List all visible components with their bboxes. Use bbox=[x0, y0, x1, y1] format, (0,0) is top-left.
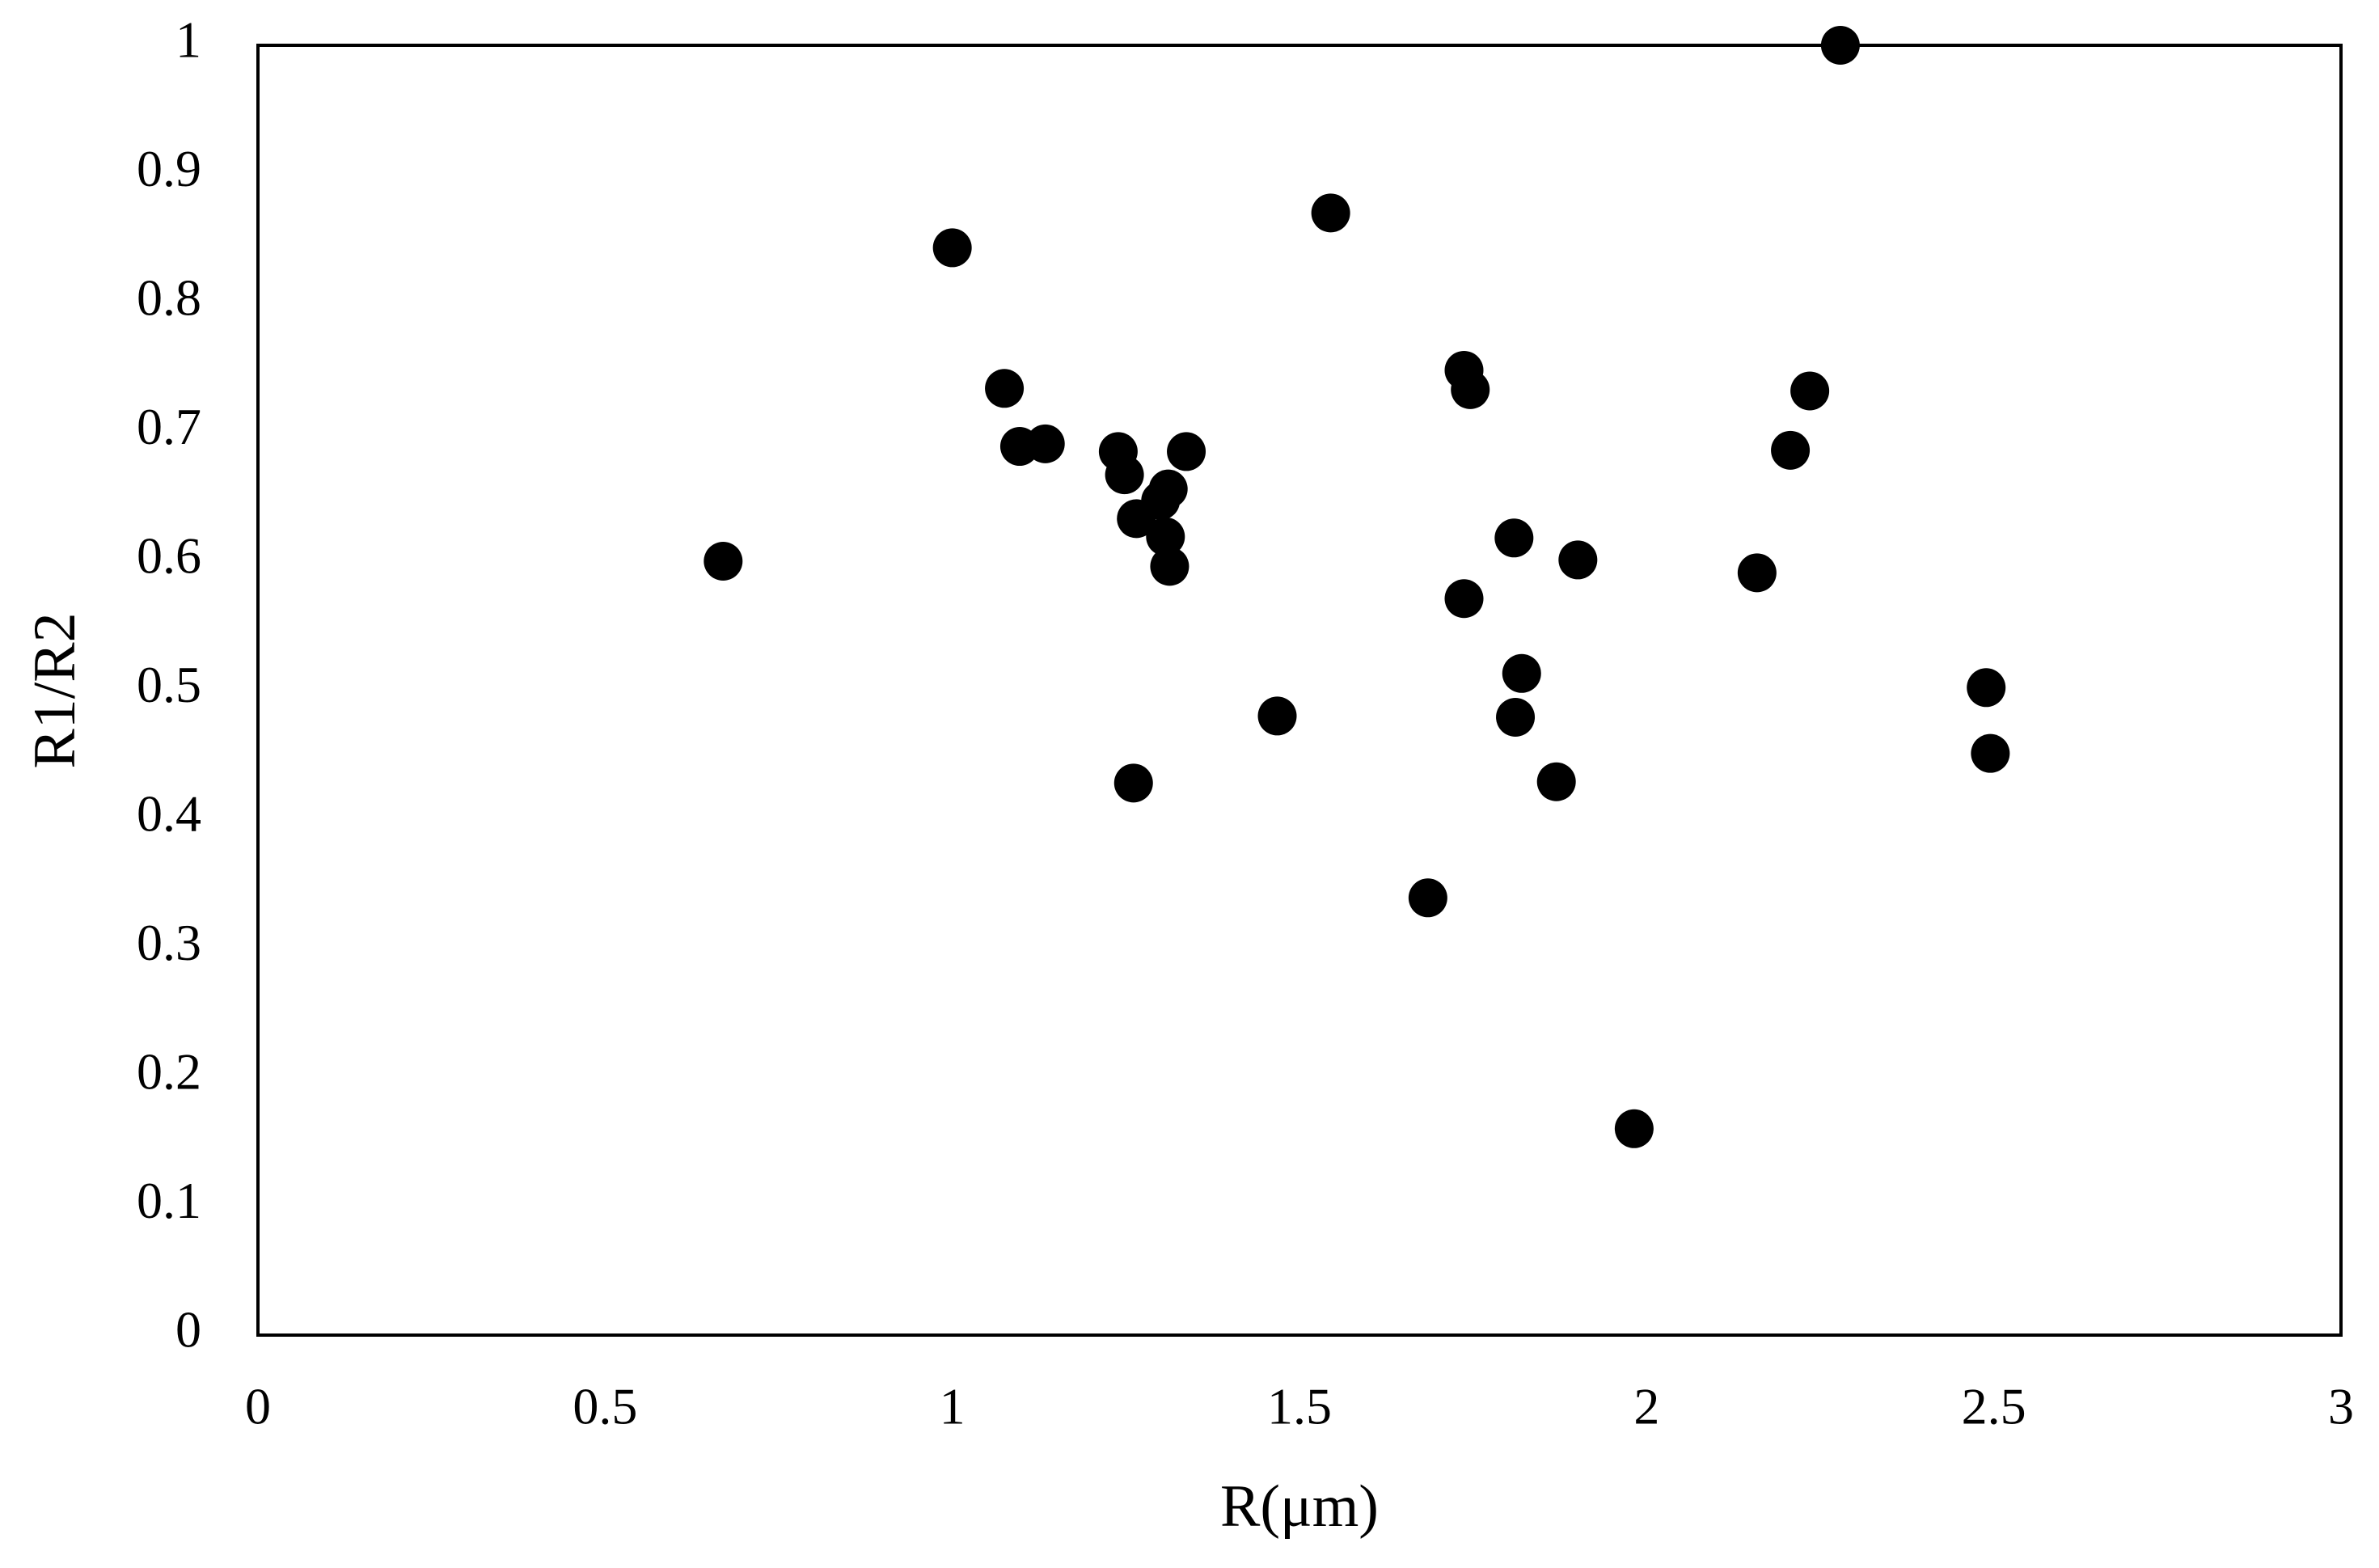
point bbox=[1150, 547, 1190, 586]
point bbox=[1494, 518, 1534, 558]
point bbox=[1967, 668, 2006, 708]
point bbox=[1771, 430, 1811, 470]
y-tick-label: 0.5 bbox=[137, 656, 201, 713]
y-axis-title: R1/R2 bbox=[22, 612, 88, 768]
point bbox=[1971, 733, 2010, 773]
point bbox=[704, 542, 743, 581]
point bbox=[1790, 371, 1830, 411]
x-axis-title: R(μm) bbox=[1220, 1473, 1379, 1540]
y-tick-label: 0.3 bbox=[137, 914, 201, 971]
point bbox=[1737, 553, 1777, 593]
point bbox=[1148, 469, 1188, 509]
point bbox=[1113, 763, 1153, 803]
point bbox=[985, 369, 1025, 408]
y-tick-label: 0.7 bbox=[137, 398, 201, 455]
point bbox=[1451, 370, 1490, 409]
x-tick-label: 2.5 bbox=[1962, 1378, 2026, 1435]
x-tick-label: 0.5 bbox=[573, 1378, 637, 1435]
point bbox=[1444, 579, 1484, 619]
x-tick-label: 1 bbox=[940, 1378, 966, 1435]
x-tick-label: 3 bbox=[2328, 1378, 2354, 1435]
point bbox=[1408, 878, 1447, 918]
y-tick-label: 0.4 bbox=[137, 785, 201, 843]
point bbox=[1496, 697, 1536, 737]
point bbox=[1311, 193, 1350, 233]
y-tick-label: 1 bbox=[175, 11, 201, 69]
x-tick-label: 2 bbox=[1633, 1378, 1659, 1435]
x-tick-label: 1.5 bbox=[1267, 1378, 1332, 1435]
point bbox=[1025, 424, 1065, 463]
y-tick-label: 0.2 bbox=[137, 1043, 201, 1101]
plot-frame bbox=[256, 44, 2343, 1337]
point bbox=[1167, 432, 1206, 471]
point bbox=[1105, 455, 1144, 495]
point bbox=[932, 228, 972, 268]
point bbox=[1146, 517, 1185, 556]
point bbox=[1257, 696, 1297, 736]
point bbox=[1558, 540, 1598, 580]
y-tick-label: 0.8 bbox=[137, 269, 201, 327]
point bbox=[1820, 26, 1860, 65]
x-tick-label: 0 bbox=[245, 1378, 271, 1435]
point bbox=[1614, 1109, 1654, 1148]
y-tick-label: 0 bbox=[175, 1301, 201, 1359]
y-tick-label: 0.6 bbox=[137, 527, 201, 585]
point bbox=[1536, 762, 1576, 801]
point bbox=[1502, 653, 1541, 693]
y-tick-label: 0.9 bbox=[137, 140, 201, 197]
y-tick-label: 0.1 bbox=[137, 1172, 201, 1229]
